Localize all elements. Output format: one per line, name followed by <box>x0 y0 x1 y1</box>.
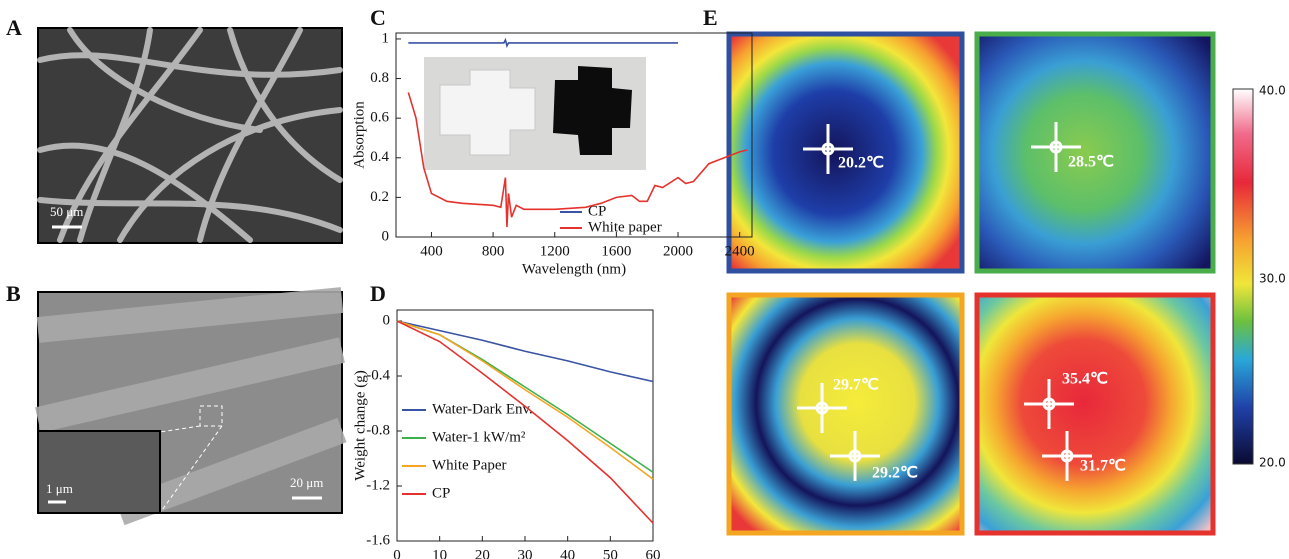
temperature-reading: 28.5℃ <box>1068 154 1114 171</box>
y-axis-label: Absorption <box>351 101 367 169</box>
y-tick-label: 0.8 <box>370 70 389 86</box>
x-tick-label: 0 <box>393 547 401 559</box>
temperature-reading: 29.2℃ <box>872 465 918 482</box>
scale-bar-label: 1 μm <box>46 481 73 496</box>
scale-bar-label: 50 μm <box>50 204 83 219</box>
legend-label: Water-1 kW/m² <box>432 429 526 445</box>
x-tick-label: 2000 <box>663 243 693 259</box>
photo-inset <box>424 57 646 170</box>
y-tick-label: 1 <box>382 30 390 46</box>
colorbar-label: 20.0 °C <box>1259 456 1289 470</box>
x-tick-label: 60 <box>646 547 661 559</box>
panel-label: B <box>6 281 21 306</box>
y-axis-label: Weight change (g) <box>352 370 368 480</box>
series-line <box>408 37 679 49</box>
temperature-reading: 29.7℃ <box>833 377 879 394</box>
x-tick-label: 10 <box>432 547 447 559</box>
x-tick-label: 800 <box>482 243 505 259</box>
temperature-reading: 35.4℃ <box>1062 371 1108 388</box>
legend-label: CP <box>432 485 450 501</box>
series-line <box>396 320 654 383</box>
y-tick-label: 0.2 <box>370 189 389 205</box>
thermal-images: 20.2℃ 28.5℃ 29.7℃ 29.2℃ 35.4℃ 31.7℃ <box>726 31 1216 536</box>
x-tick-label: 30 <box>518 547 533 559</box>
x-tick-label: 20 <box>475 547 490 559</box>
series-line <box>407 92 748 228</box>
colorbar: 40.0 °C 30.0 °C 20.0 °C <box>1232 84 1289 470</box>
temperature-reading: 31.7℃ <box>1080 458 1126 475</box>
sem-image-a: 50 μm <box>37 27 343 244</box>
panel-label: D <box>370 281 386 306</box>
panel-label: A <box>6 15 22 40</box>
scale-bar-label: 20 μm <box>290 475 323 490</box>
x-tick-label: 40 <box>560 547 575 559</box>
x-tick-label: 50 <box>603 547 618 559</box>
x-tick-label: 2400 <box>725 243 755 259</box>
colorbar-label: 30.0 °C <box>1259 272 1289 286</box>
y-tick-label: -1.6 <box>366 532 390 548</box>
y-tick-label: 0 <box>383 312 391 328</box>
legend-label: Water-Dark Env. <box>432 401 533 417</box>
series-line <box>396 320 654 480</box>
legend-label: White paper <box>588 219 662 235</box>
plot-frame <box>396 309 654 542</box>
y-tick-label: -1.2 <box>366 477 390 493</box>
y-tick-label: 0.4 <box>370 149 389 165</box>
y-tick-label: -0.4 <box>366 367 390 383</box>
x-tick-label: 400 <box>420 243 443 259</box>
series-line <box>396 320 654 524</box>
panel-label: E <box>703 5 718 30</box>
sem-image-b: 1 μm 20 μm <box>35 287 347 526</box>
series-line <box>396 320 654 473</box>
x-tick-label: 1200 <box>540 243 570 259</box>
colorbar-label: 40.0 °C <box>1259 84 1289 98</box>
temperature-reading: 20.2℃ <box>838 155 884 172</box>
y-tick-label: -0.8 <box>366 422 390 438</box>
legend-label: CP <box>588 203 606 219</box>
legend-label: White Paper <box>432 457 507 473</box>
y-tick-label: 0 <box>382 228 390 244</box>
plot-frame <box>395 32 753 238</box>
y-tick-label: 0.6 <box>370 110 389 126</box>
x-tick-label: 1600 <box>601 243 631 259</box>
x-axis-label: Wavelength (nm) <box>522 261 626 277</box>
panel-label: C <box>370 5 386 30</box>
